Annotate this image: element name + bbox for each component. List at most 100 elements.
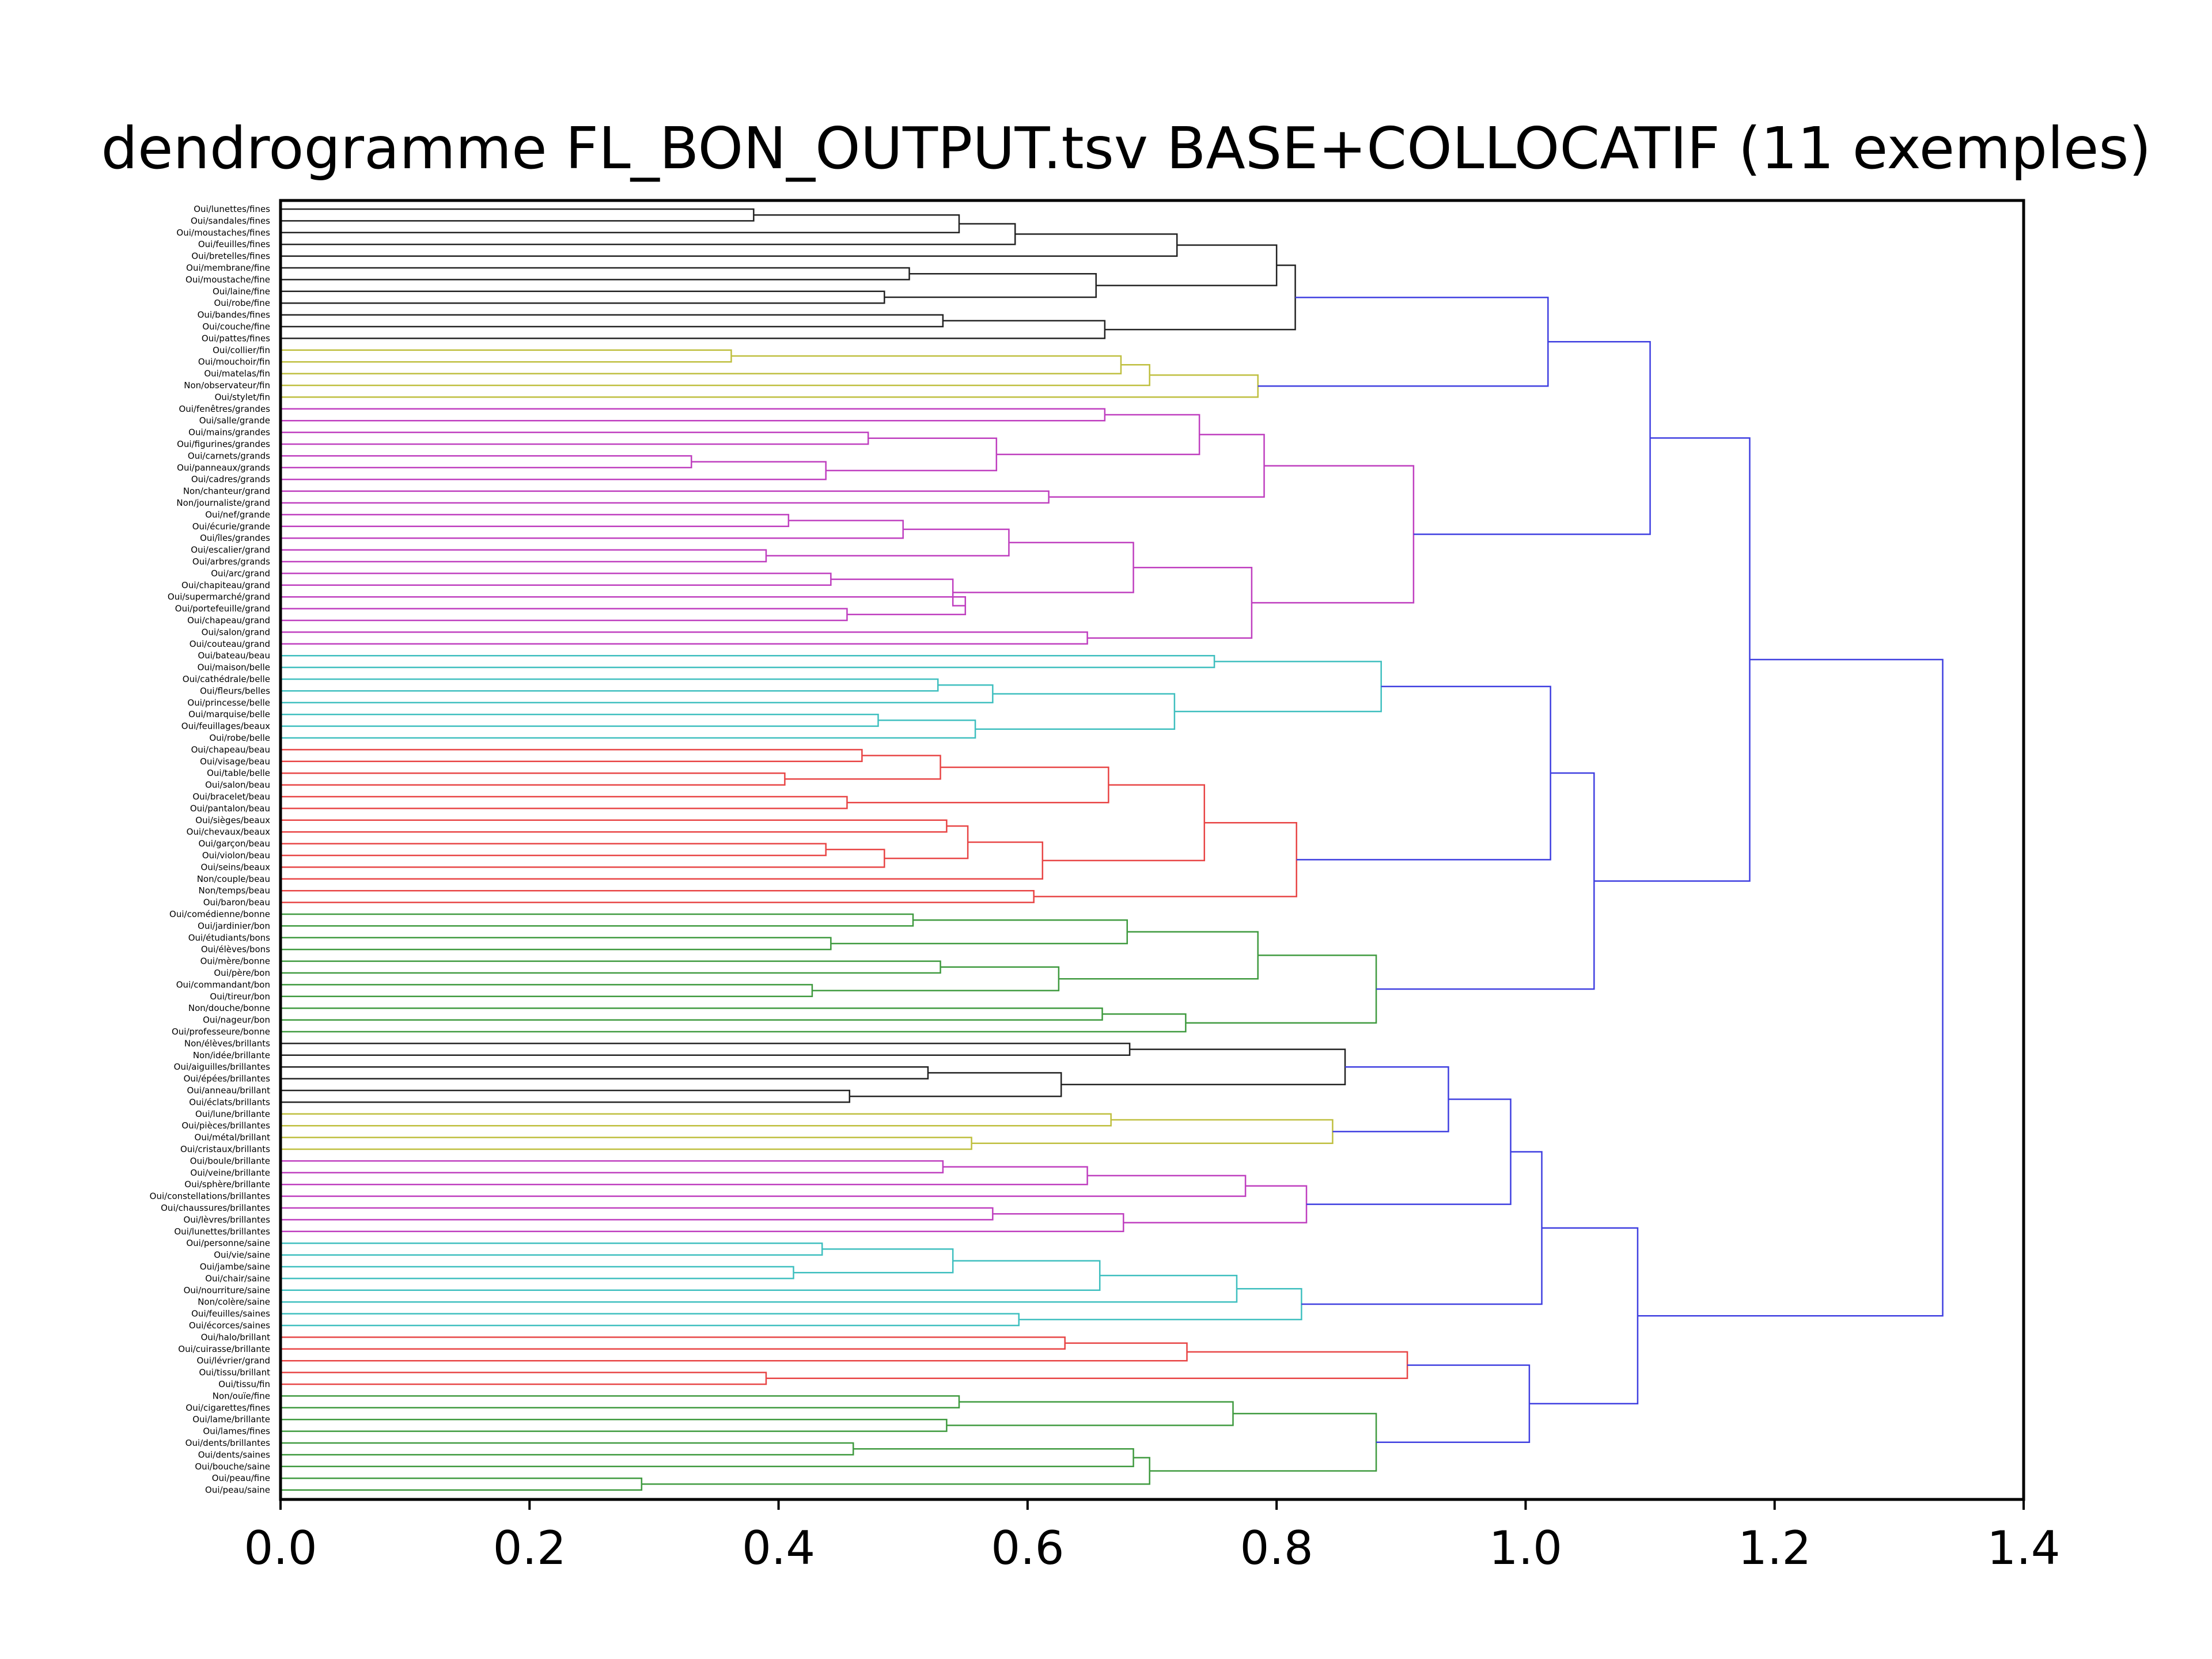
dendrogram-link <box>281 314 944 328</box>
dendrogram-link <box>281 841 1044 880</box>
dendrogram-link <box>1376 772 1595 990</box>
dendrogram-link <box>281 349 732 363</box>
dendrogram-link <box>793 1248 954 1274</box>
leaf-label: Oui/arc/grand <box>211 568 270 578</box>
dendrogram-link <box>1257 297 1549 387</box>
leaf-label: Oui/sandales/fines <box>191 215 270 226</box>
dendrogram-link <box>281 596 967 616</box>
leaf-label: Non/ouïe/fine <box>213 1391 270 1401</box>
dendrogram-link <box>1174 661 1382 713</box>
dendrogram-link <box>281 819 948 833</box>
leaf-label: Oui/chair/saine <box>205 1273 270 1283</box>
dendrogram-link <box>1018 1288 1302 1321</box>
dendrogram-link <box>281 984 813 998</box>
dendrogram-link <box>281 1175 1247 1197</box>
dendrogram-link <box>281 654 1215 668</box>
dendrogram-link <box>281 913 914 927</box>
leaf-label: Oui/baron/beau <box>203 897 270 908</box>
dendrogram-link <box>281 1066 929 1080</box>
leaf-label: Oui/anneau/brillant <box>187 1085 271 1096</box>
dendrogram-link <box>281 208 755 222</box>
leaf-label: Oui/bouche/saine <box>195 1461 270 1472</box>
dendrogram-link <box>1376 1364 1531 1443</box>
leaf-label: Oui/tireur/bon <box>210 991 270 1002</box>
leaf-label: Oui/lévrier/grand <box>197 1355 271 1366</box>
dendrogram-link <box>831 919 1128 945</box>
dendrogram-link <box>1048 434 1265 498</box>
dendrogram-link <box>1042 784 1206 862</box>
leaf-label: Oui/laine/fine <box>213 286 270 297</box>
dendrogram-link <box>281 355 1122 374</box>
leaf-label: Oui/feuilles/fines <box>198 239 270 249</box>
dendrogram-link <box>884 272 1097 298</box>
dendrogram-link <box>1061 1048 1346 1086</box>
dendrogram-link <box>281 889 1035 903</box>
dendrogram-link <box>281 1213 1124 1233</box>
dendrogram-link <box>946 1401 1234 1426</box>
leaf-label: Oui/violon/beau <box>202 850 270 861</box>
leaf-label: Oui/portefeuille/grand <box>175 604 270 614</box>
dendrogram-link <box>1058 931 1259 980</box>
leaf-label: Oui/princesse/belle <box>187 698 270 708</box>
leaf-label: Oui/pièces/brillantes <box>181 1120 270 1131</box>
dendrogram-link <box>812 966 1060 991</box>
dendrogram-link <box>1306 1099 1512 1205</box>
leaf-label: Oui/salle/grande <box>199 415 270 426</box>
dendrogram-link <box>281 1043 1131 1056</box>
leaf-label: Oui/comédienne/bonne <box>169 909 270 919</box>
dendrogram-link <box>281 684 994 704</box>
leaf-label: Oui/carnets/grands <box>188 450 270 461</box>
leaf-label: Oui/mains/grandes <box>188 427 270 438</box>
leaf-label: Oui/épées/brillantes <box>184 1074 271 1084</box>
dendrogram-link <box>281 1013 1187 1033</box>
dendrogram-link <box>641 1457 1150 1485</box>
dendrogram-link <box>281 1113 1112 1127</box>
x-tick-label: 1.2 <box>1738 1521 1811 1575</box>
dendrogram-link <box>996 414 1200 456</box>
dendrogram-link <box>884 825 969 859</box>
leaf-label: Oui/figurines/grandes <box>177 439 270 449</box>
leaf-label: Oui/membrane/fine <box>186 263 270 273</box>
leaf-label: Oui/couche/fine <box>202 321 270 332</box>
leaf-label: Oui/aiguilles/brillantes <box>174 1062 271 1072</box>
dendrogram-link <box>971 1119 1334 1145</box>
leaf-label: Oui/boule/brillante <box>190 1156 270 1166</box>
leaf-label: Oui/dents/saines <box>198 1449 270 1460</box>
leaf-label: Oui/moustache/fine <box>185 274 270 285</box>
leaf-label: Non/idée/brillante <box>193 1050 270 1060</box>
dendrogram-link <box>847 766 1109 804</box>
leaf-label: Oui/visage/beau <box>200 756 270 767</box>
leaf-label: Oui/chapeau/grand <box>187 615 270 626</box>
leaf-label: Oui/chevaux/beaux <box>187 827 270 837</box>
dendrogram-link <box>281 233 1178 257</box>
leaf-label: Oui/chapeau/beau <box>191 744 270 755</box>
leaf-label: Oui/éclats/brillants <box>189 1097 270 1107</box>
dendrogram-link <box>281 719 976 739</box>
leaf-label: Non/douche/bonne <box>188 1003 270 1013</box>
leaf-label: Oui/personne/saine <box>186 1238 270 1248</box>
dendrogram-link <box>1123 1185 1308 1224</box>
leaf-label: Oui/pantalon/beau <box>190 803 270 813</box>
leaf-label: Non/élèves/brillants <box>184 1038 270 1048</box>
leaf-label: Oui/jardinier/bon <box>198 921 270 931</box>
dendrogram-link <box>281 849 885 868</box>
dendrogram-link <box>1529 1227 1639 1405</box>
x-tick-label: 0.6 <box>991 1521 1064 1575</box>
dendrogram-link <box>281 1160 944 1174</box>
dendrogram-link <box>831 578 965 607</box>
leaf-label: Oui/commandant/bon <box>176 979 270 990</box>
dendrogram-link <box>1033 822 1297 897</box>
dendrogram-link <box>1104 264 1296 331</box>
leaf-label: Non/journaliste/grand <box>176 498 270 508</box>
leaf-label: Oui/constellations/brillantes <box>150 1191 271 1202</box>
leaf-label: Oui/nourriture/saine <box>184 1285 270 1296</box>
leaf-label: Oui/table/belle <box>207 768 270 778</box>
dendrogram-link <box>766 1351 1408 1380</box>
dendrogram-link <box>281 1442 854 1456</box>
dendrogram-link <box>281 490 1050 504</box>
leaf-label: Oui/cigarettes/fines <box>185 1403 270 1413</box>
dendrogram-link <box>281 455 692 469</box>
dendrogram-link <box>281 1089 851 1103</box>
leaf-label: Oui/vie/saine <box>214 1250 270 1260</box>
